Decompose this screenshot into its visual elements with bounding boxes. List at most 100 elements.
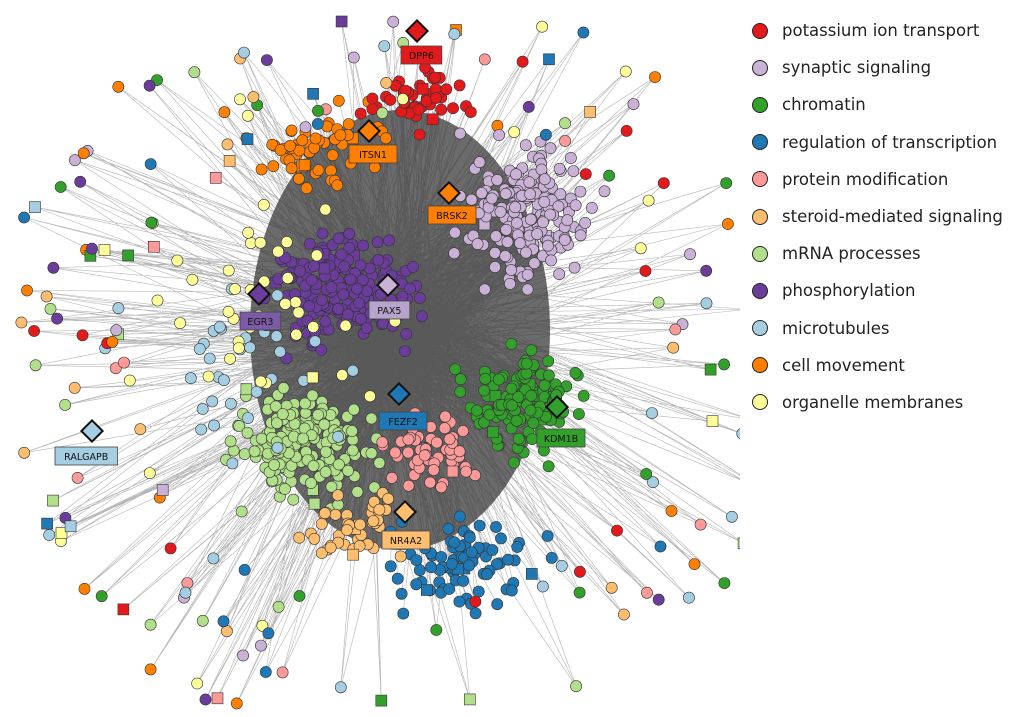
gene-node-organelle (222, 305, 235, 318)
gene-node-microtubules (193, 342, 206, 355)
hub-gene-egr3: EGR3 (239, 281, 282, 331)
gene-node-organelle (536, 20, 548, 33)
gene-node-potassium (447, 102, 459, 115)
gene-node-protein (430, 436, 443, 449)
gene-node-transcription (413, 564, 426, 577)
gene-node-protein (559, 135, 571, 147)
gene-node-microtubules (43, 529, 56, 541)
gene-node-phospho (341, 308, 354, 321)
legend-swatch-phospho (752, 282, 768, 299)
gene-node-protein (276, 666, 289, 679)
gene-node-phospho (343, 241, 356, 254)
legend-swatch-potassium (752, 22, 768, 39)
gene-node-protein (443, 433, 456, 445)
gene-node-movement (331, 179, 344, 192)
gene-node-phospho (305, 274, 318, 287)
gene-node-organelle (257, 198, 270, 211)
gene-node-potassium (117, 603, 130, 616)
gene-node-phospho (413, 292, 426, 304)
gene-node-synaptic (471, 238, 484, 250)
gene-node-transcription (445, 558, 458, 570)
hub-label-box (378, 411, 428, 431)
gene-node-transcription (465, 546, 478, 559)
gene-node-steroid (68, 381, 81, 394)
gene-node-organelle (55, 527, 68, 539)
gene-node-protein (109, 362, 122, 375)
gene-node-mrna (287, 493, 300, 506)
gene-node-protein (669, 323, 682, 336)
gene-node-movement (298, 159, 311, 171)
gene-node-microtubules (208, 419, 220, 432)
gene-node-microtubules (270, 330, 283, 343)
gene-node-microtubules (238, 46, 250, 59)
gene-node-transcription (654, 540, 667, 553)
gene-node-potassium (384, 94, 397, 106)
legend-label: steroid-mediated signaling (782, 207, 1003, 227)
gene-node-phospho (522, 101, 535, 113)
gene-node-transcription (395, 587, 408, 600)
gene-node-organelle (151, 294, 164, 307)
gene-node-transcription (241, 133, 254, 145)
gene-node-chromatin (718, 358, 730, 371)
hub-label: NR4A2 (390, 536, 422, 547)
gene-node-phospho (318, 262, 331, 275)
gene-node-phospho (143, 79, 156, 92)
gene-node-synaptic (586, 201, 598, 214)
gene-node-chromatin (54, 181, 67, 193)
gene-node-phospho (337, 288, 350, 301)
hub-label-box (536, 428, 586, 448)
gene-node-phospho (400, 328, 413, 340)
gene-node-microtubules (196, 403, 209, 415)
gene-node-synaptic (110, 324, 123, 337)
gene-node-movement (324, 164, 337, 177)
gene-node-chromatin (145, 216, 158, 229)
gene-node-mrna (365, 447, 378, 460)
gene-node-transcription (217, 615, 230, 628)
gene-node-phospho (335, 248, 348, 261)
gene-node-transcription (259, 666, 272, 678)
legend-label: microtubules (782, 318, 890, 338)
gene-node-steroid (353, 540, 366, 552)
gene-node-steroid (15, 316, 28, 329)
gene-node-movement (106, 335, 119, 348)
gene-node-mrna (347, 403, 360, 416)
gene-node-phospho (371, 236, 384, 249)
gene-node-chromatin (573, 586, 586, 599)
gene-node-transcription (443, 583, 456, 595)
gene-node-synaptic (448, 247, 461, 260)
gene-node-chromatin (525, 344, 538, 357)
hub-label-box (400, 45, 443, 65)
gene-node-steroid (293, 531, 306, 544)
hub-label: DPP6 (409, 51, 434, 62)
gene-node-mrna (238, 448, 251, 460)
gene-node-phospho (383, 234, 395, 247)
gene-node-synaptic (299, 121, 312, 134)
gene-node-transcription (311, 118, 324, 130)
gene-node-organelle (280, 236, 293, 248)
gene-node-mrna (255, 432, 268, 445)
gene-node-phospho (353, 297, 365, 310)
gene-node-chromatin (510, 414, 523, 427)
gene-node-organelle (234, 93, 246, 106)
gene-node-synaptic (505, 264, 517, 276)
gene-node-synaptic (489, 261, 501, 273)
gene-node-mrna (570, 680, 582, 693)
gene-node-steroid (341, 524, 353, 536)
gene-node-chromatin (454, 385, 467, 398)
gene-node-chromatin (577, 389, 590, 402)
gene-node-synaptic (524, 188, 536, 200)
gene-node-steroid (373, 503, 386, 516)
legend-swatch-transcription (752, 134, 768, 151)
gene-node-synaptic (500, 223, 513, 236)
gene-node-transcription (420, 584, 433, 596)
gene-node-mrna (368, 481, 381, 494)
gene-node-organelle (242, 226, 255, 239)
gene-node-movement (112, 80, 125, 93)
gene-node-protein (148, 241, 160, 253)
gene-node-mrna (319, 466, 332, 478)
gene-node-microtubules (271, 289, 284, 302)
legend-item-chromatin: chromatin (752, 86, 1020, 123)
gene-node-chromatin (520, 357, 533, 370)
gene-node-steroid (380, 77, 393, 89)
hub-genes: DPP6 ITSN1 BRSK2 EGR3 PAX5 FEZF2 KDM1B RALGAPB N… (54, 18, 586, 550)
